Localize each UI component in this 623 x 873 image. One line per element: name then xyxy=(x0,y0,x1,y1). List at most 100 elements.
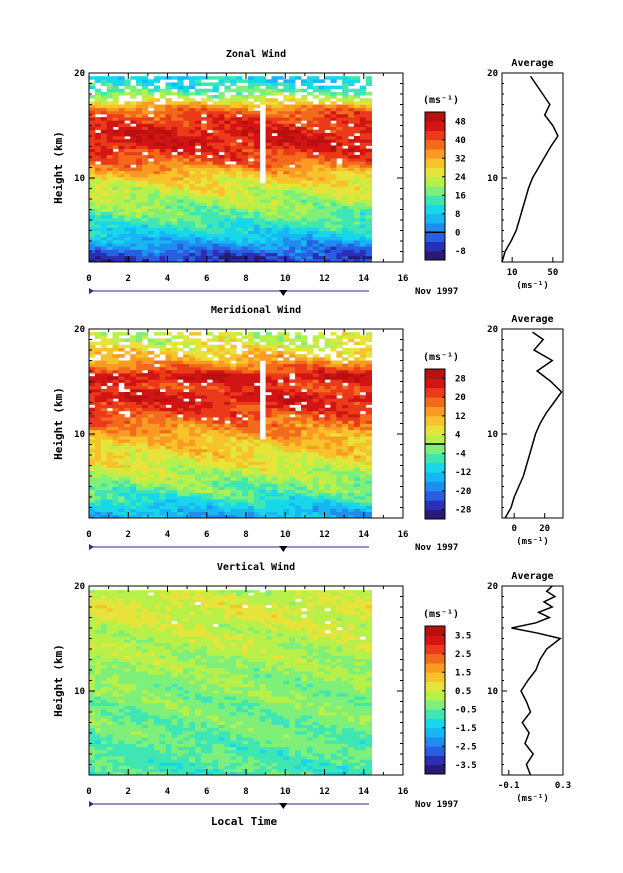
heatmap-cell xyxy=(112,363,119,368)
heatmap-cell xyxy=(118,442,125,446)
heatmap-cell xyxy=(142,442,149,446)
heatmap-cell xyxy=(177,483,184,487)
heatmap-cell xyxy=(289,240,296,244)
heatmap-cell xyxy=(253,429,261,434)
heatmap-cell xyxy=(348,217,355,222)
heatmap-cell xyxy=(171,388,178,393)
heatmap-cell xyxy=(324,195,331,200)
heatmap-cell xyxy=(253,439,261,443)
heatmap-cell xyxy=(136,208,143,212)
heatmap-cell xyxy=(324,199,331,203)
heatmap-cell xyxy=(277,344,284,349)
heatmap-cell xyxy=(171,442,178,446)
heatmap-cell xyxy=(124,477,131,481)
heatmap-cell xyxy=(100,357,108,361)
heatmap-cell xyxy=(165,195,172,200)
heatmap-cell xyxy=(165,208,172,212)
heatmap-cell xyxy=(283,347,290,352)
heatmap-cell xyxy=(142,351,149,355)
heatmap-cell xyxy=(330,76,337,80)
heatmap-cell xyxy=(230,186,237,190)
heatmap-cell xyxy=(159,161,166,165)
heatmap-cell xyxy=(301,357,308,361)
heatmap-cell xyxy=(189,243,196,247)
heatmap-cell xyxy=(312,376,319,380)
heatmap-cell xyxy=(212,233,219,238)
heatmap-cell xyxy=(365,186,372,190)
heatmap-cell xyxy=(159,224,166,228)
heatmap-cell xyxy=(277,414,284,418)
heatmap-cell xyxy=(136,376,143,380)
heatmap-cell xyxy=(94,173,102,178)
heatmap-cell xyxy=(183,477,190,481)
heatmap-cell xyxy=(177,363,184,368)
heatmap-cell xyxy=(271,85,278,90)
heatmap-cell xyxy=(183,148,190,153)
heatmap-cell xyxy=(248,76,255,80)
heatmap-cell xyxy=(312,477,319,481)
heatmap-cell xyxy=(94,439,102,443)
heatmap-cell xyxy=(312,113,319,118)
heatmap-cell xyxy=(136,514,143,519)
heatmap-cell xyxy=(130,429,137,434)
heatmap-cell xyxy=(159,404,166,409)
heatmap-cell xyxy=(242,436,249,440)
heatmap-cell xyxy=(94,442,102,446)
heatmap-cell xyxy=(271,451,278,456)
heatmap-cell xyxy=(236,173,243,178)
heatmap-cell xyxy=(147,410,155,415)
heatmap-cell xyxy=(206,445,213,450)
heatmap-cell xyxy=(112,167,119,172)
heatmap-cell xyxy=(112,129,119,134)
heatmap-cell xyxy=(230,388,237,393)
heatmap-cell xyxy=(147,351,155,355)
heatmap-cell xyxy=(206,420,213,424)
heatmap-cell xyxy=(330,189,337,194)
heatmap-cell xyxy=(301,486,308,491)
heatmap-cell xyxy=(171,363,178,368)
heatmap-cell xyxy=(212,401,219,405)
heatmap-cell xyxy=(295,398,302,402)
heatmap-cell xyxy=(147,458,155,462)
heatmap-cell xyxy=(94,145,102,149)
heatmap-cell xyxy=(365,189,372,194)
heatmap-cell xyxy=(283,158,290,162)
heatmap-cell xyxy=(165,382,172,387)
heatmap-cell xyxy=(159,117,166,121)
heatmap-cell xyxy=(189,164,196,168)
heatmap-cell xyxy=(230,455,237,459)
heatmap-cell xyxy=(283,499,290,503)
heatmap-cell xyxy=(124,382,131,387)
heatmap-cell xyxy=(224,486,231,491)
heatmap-cell xyxy=(318,85,325,90)
heatmap-cell xyxy=(89,455,96,459)
heatmap-cell xyxy=(100,129,108,134)
heatmap-cell xyxy=(177,236,184,241)
heatmap-cell xyxy=(112,354,119,358)
heatmap-cell xyxy=(330,246,337,250)
heatmap-cell xyxy=(195,195,202,200)
heatmap-cell xyxy=(242,255,249,260)
heatmap-cell xyxy=(177,217,184,222)
heatmap-cell xyxy=(277,495,284,500)
heatmap-cell xyxy=(289,221,296,225)
heatmap-cell xyxy=(153,505,161,509)
heatmap-cell xyxy=(94,448,102,453)
heatmap-cell xyxy=(212,344,219,349)
heatmap-cell xyxy=(230,249,237,253)
heatmap-cell xyxy=(318,480,325,484)
heatmap-cell xyxy=(165,505,172,509)
heatmap-cell xyxy=(89,417,96,421)
heatmap-cell xyxy=(236,470,243,475)
heatmap-cell xyxy=(124,480,131,484)
heatmap-cell xyxy=(218,392,225,396)
heatmap-cell xyxy=(147,243,155,247)
heatmap-cell xyxy=(189,514,196,519)
heatmap-cell xyxy=(130,366,137,371)
heatmap-cell xyxy=(330,183,337,187)
heatmap-cell xyxy=(359,107,367,112)
heatmap-cell xyxy=(289,132,296,137)
heatmap-cell xyxy=(248,88,255,93)
heatmap-cell xyxy=(242,129,249,134)
